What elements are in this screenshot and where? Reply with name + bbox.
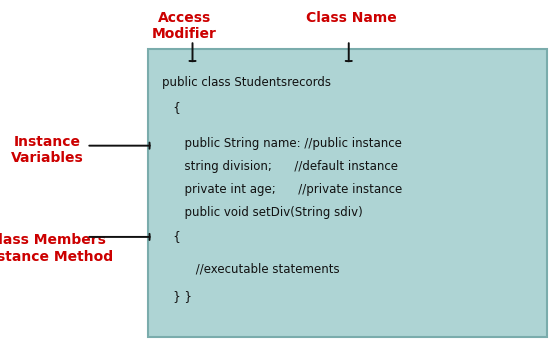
Text: Instance
Variables: Instance Variables [11,135,84,165]
Text: //executable statements: //executable statements [162,262,339,275]
Text: string division;      //default instance: string division; //default instance [162,160,398,173]
Text: public class Studentsrecords: public class Studentsrecords [162,76,331,89]
Text: public String name: //public instance: public String name: //public instance [162,137,402,151]
Text: Class Members
Instance Method: Class Members Instance Method [0,233,113,264]
Text: {: { [162,230,181,244]
Text: Access
Modifier: Access Modifier [152,11,217,41]
Text: private int age;      //private instance: private int age; //private instance [162,183,402,196]
Text: public void setDiv(String sdiv): public void setDiv(String sdiv) [162,206,363,219]
FancyBboxPatch shape [148,49,547,337]
Text: } }: } } [162,290,192,303]
Text: Class Name: Class Name [306,11,397,25]
Text: {: { [162,100,181,114]
